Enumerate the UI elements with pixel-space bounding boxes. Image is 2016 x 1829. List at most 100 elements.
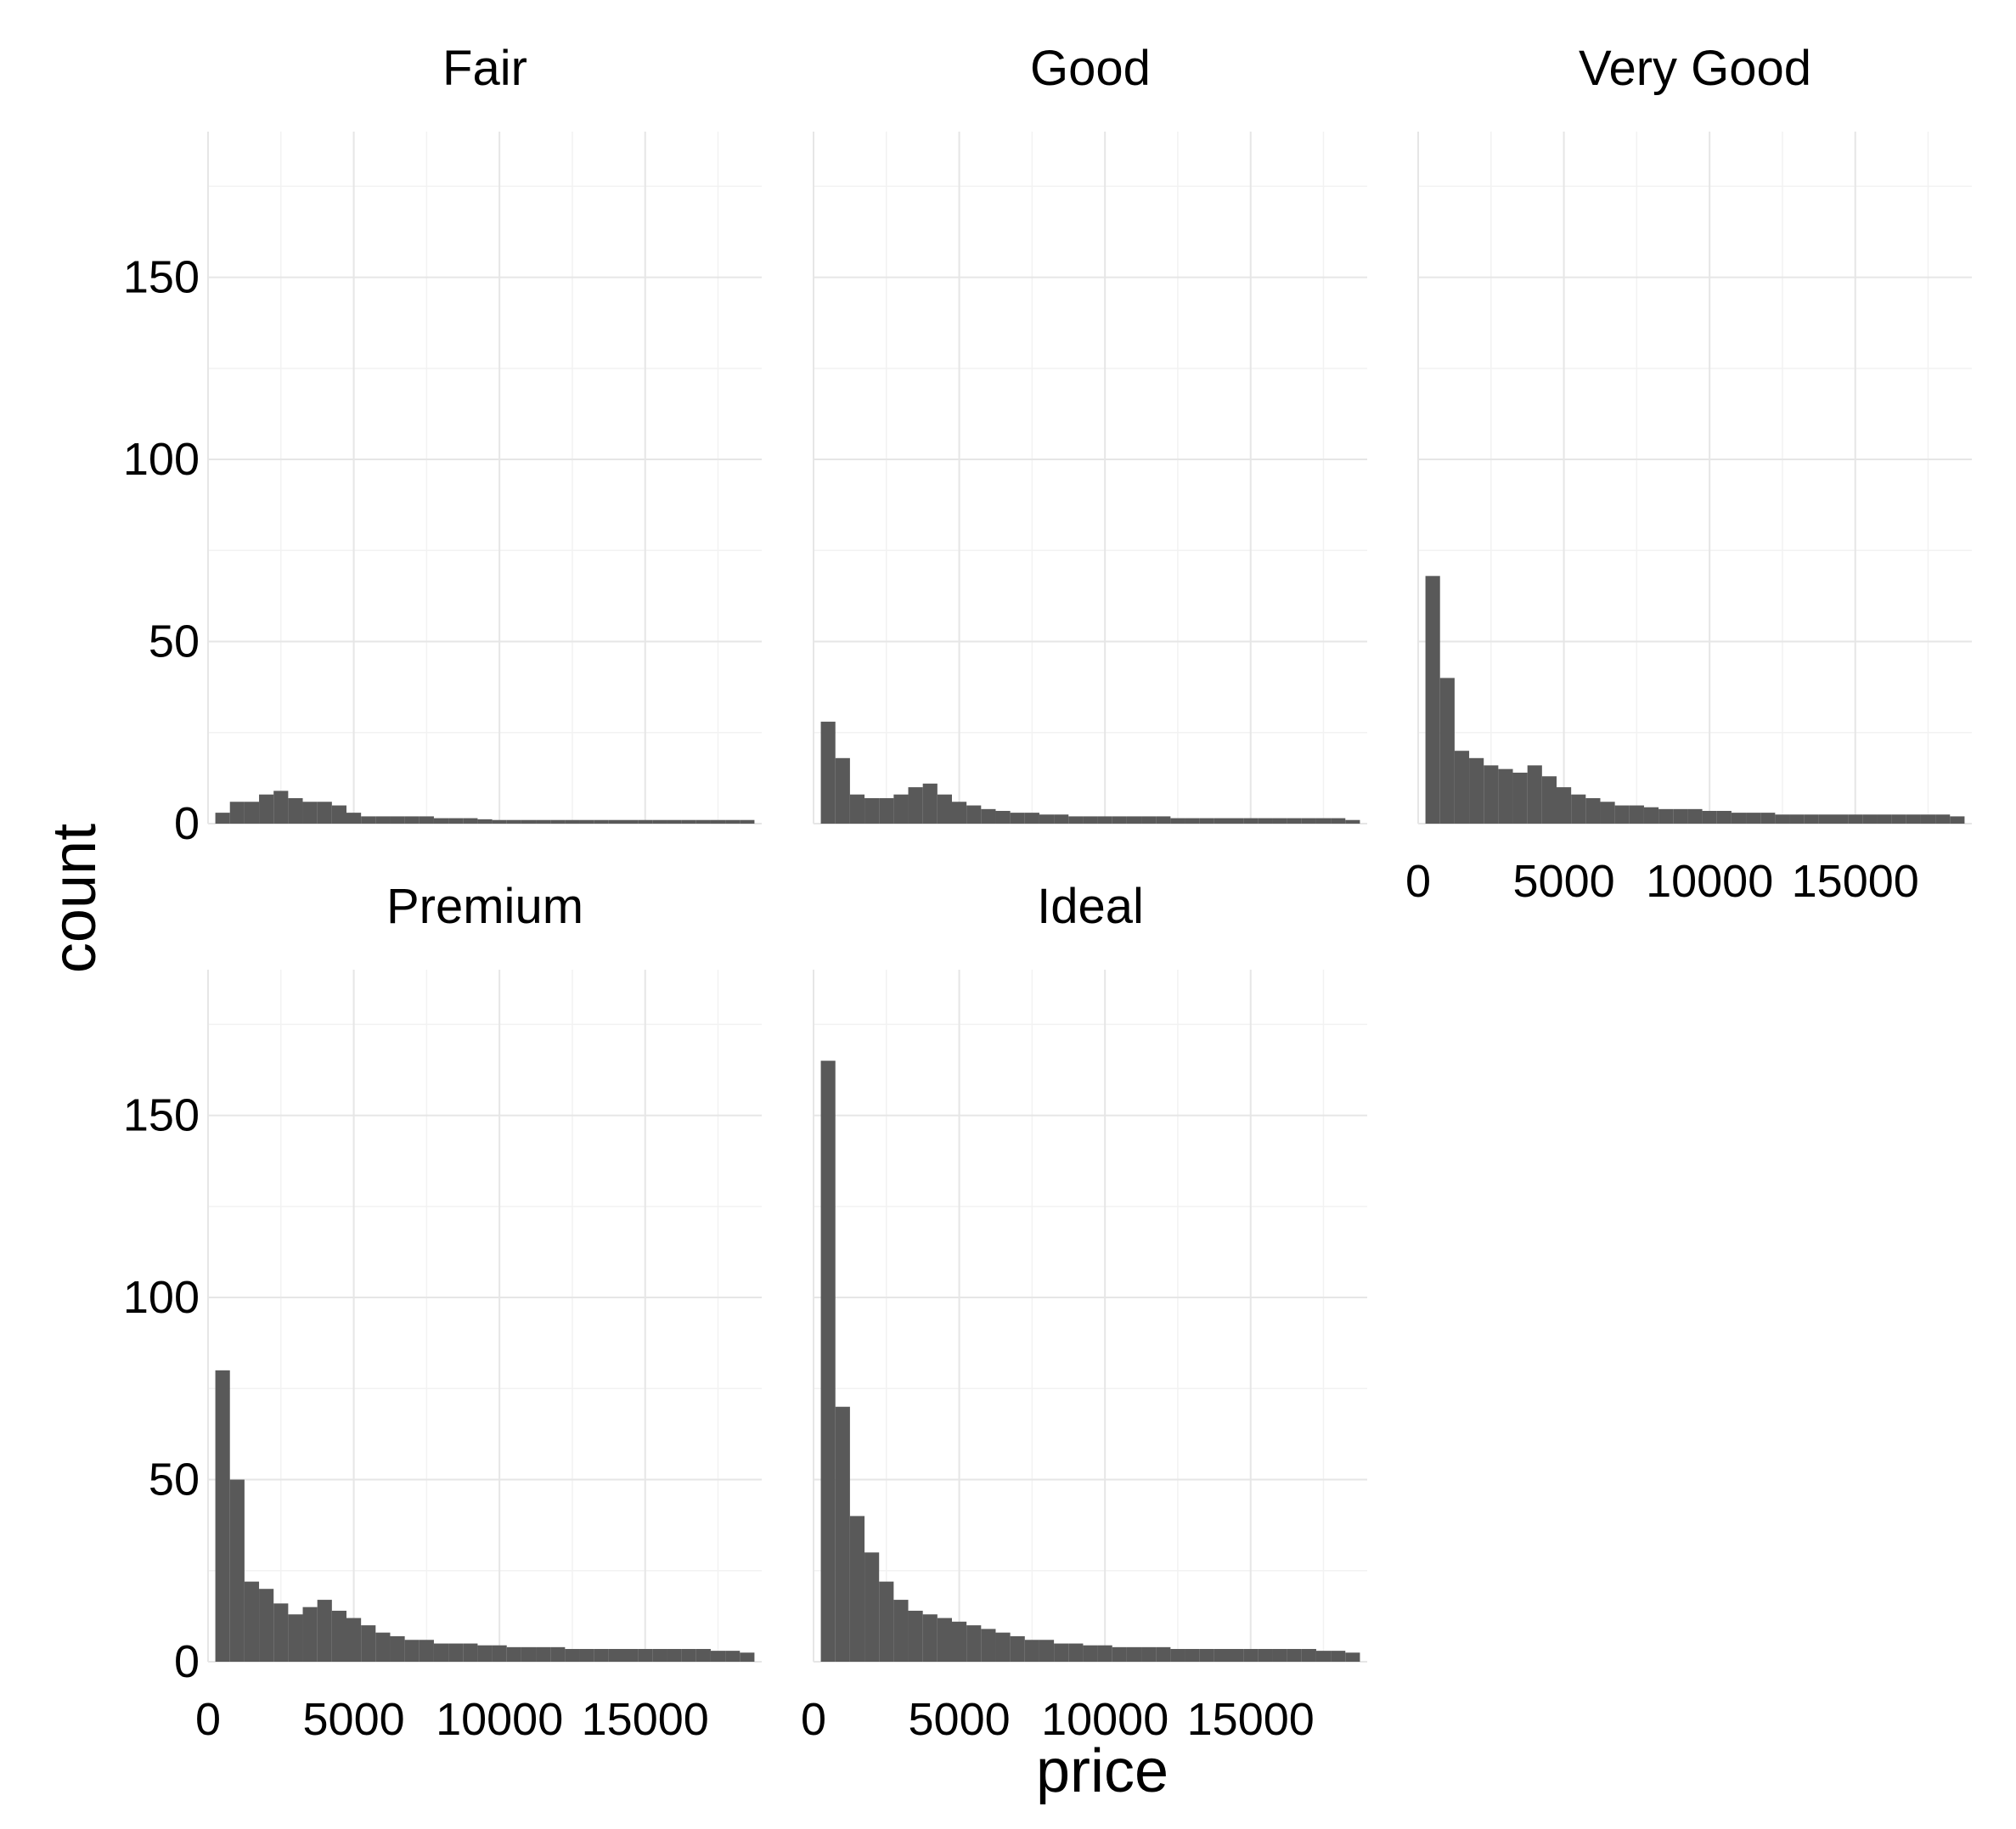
histogram-bar [346, 1618, 362, 1662]
histogram-bar [1141, 816, 1157, 824]
histogram-bar [1746, 813, 1761, 824]
histogram-bar [594, 1648, 609, 1662]
histogram-bar [1629, 805, 1644, 824]
histogram-bar [404, 1640, 420, 1662]
histogram-bar [1258, 818, 1273, 824]
histogram-bar [710, 819, 726, 824]
histogram-bar [1054, 814, 1069, 824]
histogram-bar [1039, 814, 1055, 824]
histogram-bar [1126, 1646, 1142, 1662]
x-tick-label: 0 [1405, 856, 1431, 907]
histogram-bar [506, 819, 521, 824]
histogram-bar [244, 802, 260, 824]
histogram-bar [390, 1635, 405, 1662]
histogram-bar [908, 1610, 923, 1662]
histogram-bar [864, 1552, 880, 1662]
histogram-bar [1010, 1635, 1025, 1662]
histogram-bar [1185, 1648, 1200, 1662]
histogram-bar [1600, 802, 1615, 824]
histogram-bar [1833, 814, 1849, 824]
histogram-bar [506, 1646, 521, 1662]
histogram-bar [1345, 1652, 1360, 1662]
histogram-bar [492, 1645, 507, 1662]
x-tick-label: 10000 [436, 1694, 563, 1745]
histogram-bar [849, 1516, 865, 1662]
histogram-bar [1258, 1648, 1273, 1662]
histogram-bar [579, 1648, 594, 1662]
histogram-bar [1112, 816, 1127, 824]
histogram-bar [1243, 1648, 1259, 1662]
histogram-bar [492, 819, 507, 824]
histogram-bar [695, 819, 711, 824]
histogram-bar [1702, 810, 1717, 824]
histogram-bar [1331, 1651, 1346, 1662]
histogram-bar [1199, 818, 1214, 824]
histogram-bar [879, 797, 894, 824]
histogram-bar [1716, 810, 1732, 824]
histogram-bar [1199, 1648, 1214, 1662]
y-tick-label: 50 [149, 1455, 200, 1505]
histogram-bar [1541, 776, 1557, 824]
histogram-bar [1229, 1648, 1244, 1662]
histogram-bar [1083, 1645, 1098, 1662]
histogram-bar [550, 1646, 566, 1662]
histogram-bar [419, 1640, 434, 1662]
facet-title-fair: Fair [442, 41, 527, 96]
histogram-bar [1068, 816, 1084, 824]
histogram-bar [1331, 818, 1346, 824]
histogram-bar [1214, 1648, 1229, 1662]
histogram-bar [1643, 807, 1659, 824]
histogram-bar [521, 1646, 537, 1662]
histogram-bar [1687, 808, 1703, 824]
histogram-bar [302, 1607, 318, 1662]
histogram-bar [1512, 772, 1528, 824]
histogram-bar [1156, 1646, 1171, 1662]
histogram-bar [390, 816, 405, 824]
histogram-bar [966, 805, 982, 824]
histogram-bar [317, 1600, 332, 1662]
histogram-bar [937, 1618, 952, 1662]
histogram-bar [623, 1648, 639, 1662]
histogram-bar [346, 813, 362, 824]
histogram-bar [995, 1632, 1011, 1662]
y-tick-label: 150 [123, 1090, 200, 1141]
histogram-bar [1345, 819, 1360, 824]
histogram-bar [1010, 813, 1025, 824]
histogram-bar [1039, 1640, 1055, 1662]
histogram-bar [288, 797, 303, 824]
histogram-bar [317, 802, 332, 824]
histogram-bar [229, 1479, 245, 1662]
x-axis-title: price [1036, 1737, 1168, 1805]
histogram-bar [1272, 1648, 1287, 1662]
histogram-bar [1301, 818, 1316, 824]
histogram-bar [1439, 678, 1455, 824]
histogram-bar [1425, 576, 1440, 824]
histogram-bar [1673, 808, 1688, 824]
histogram-bar [1083, 816, 1098, 824]
x-tick-label: 15000 [1792, 856, 1919, 907]
histogram-bar [419, 816, 434, 824]
histogram-bar [740, 1652, 755, 1662]
histogram-bar [1557, 787, 1572, 824]
histogram-bar [273, 791, 289, 824]
histogram-bar [908, 787, 923, 824]
histogram-bar [565, 1648, 580, 1662]
histogram-bar [638, 1648, 653, 1662]
histogram-bar [331, 1610, 346, 1662]
histogram-bar [740, 819, 755, 824]
histogram-bar [1614, 805, 1630, 824]
histogram-bar [1097, 816, 1112, 824]
facet-panel-ideal: Ideal 0 5000 10000 15000 [801, 879, 1367, 1745]
histogram-bar [820, 1061, 836, 1662]
histogram-bar [667, 819, 682, 824]
histogram-bar [404, 816, 420, 824]
histogram-bar [579, 819, 594, 824]
histogram-bar [1141, 1646, 1157, 1662]
histogram-bar [594, 819, 609, 824]
histogram-bar [981, 808, 996, 824]
histogram-bar [1454, 751, 1470, 824]
histogram-bar [864, 797, 880, 824]
histogram-bar [331, 805, 346, 824]
